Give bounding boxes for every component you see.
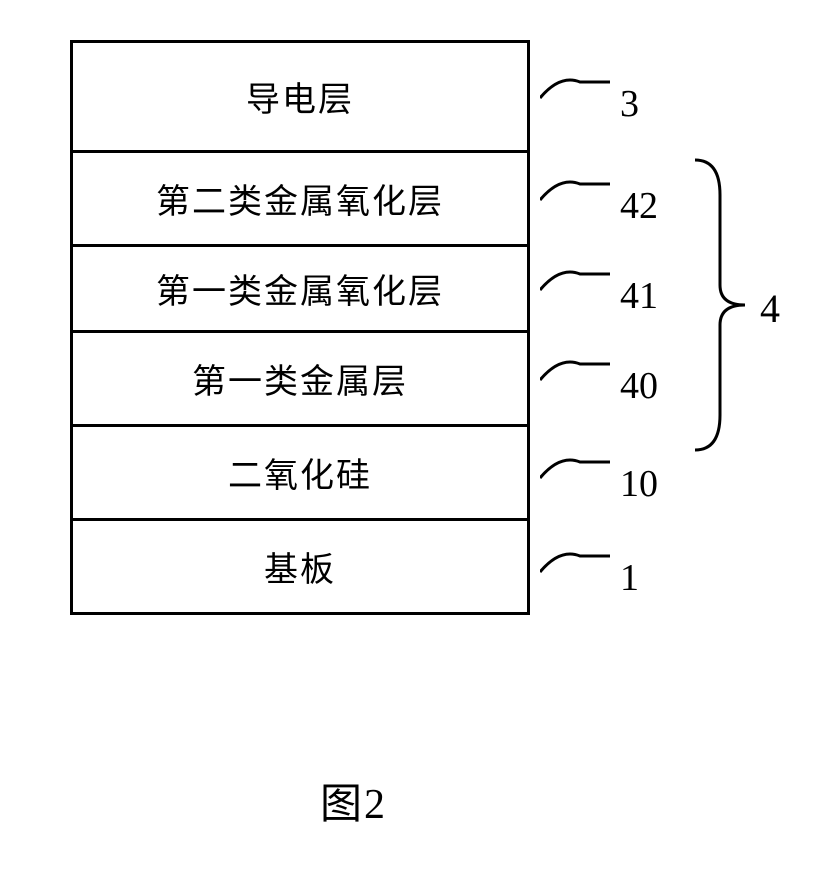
layer-stack: 导电层 第二类金属氧化层 第一类金属氧化层 第一类金属层 二氧化硅 基板: [70, 40, 530, 615]
ref-number: 42: [620, 184, 658, 228]
layer-metal-oxide-1: 第一类金属氧化层: [73, 247, 527, 333]
figure-caption: 图2: [320, 770, 387, 831]
layer-label: 第二类金属氧化层: [156, 174, 444, 223]
lead-line-icon: [540, 266, 610, 294]
lead-line-icon: [540, 356, 610, 384]
lead-line-icon: [540, 176, 610, 204]
layer-label: 第一类金属氧化层: [156, 264, 444, 313]
group-brace: [690, 155, 800, 455]
layer-metal-1: 第一类金属层: [73, 333, 527, 427]
layer-label: 基板: [264, 542, 336, 591]
ref-number: 1: [620, 556, 639, 600]
layer-label: 第一类金属层: [192, 354, 408, 403]
layer-label: 导电层: [246, 72, 354, 121]
ref-number: 41: [620, 274, 658, 318]
layer-metal-oxide-2: 第二类金属氧化层: [73, 153, 527, 247]
ref-number: 40: [620, 364, 658, 408]
ref-number: 10: [620, 462, 658, 506]
brace-icon: [690, 155, 750, 455]
group-ref-number: 4: [760, 285, 780, 332]
layer-substrate: 基板: [73, 521, 527, 615]
layer-conductive: 导电层: [73, 43, 527, 153]
lead-line-icon: [540, 74, 610, 102]
layer-sio2: 二氧化硅: [73, 427, 527, 521]
layer-label: 二氧化硅: [228, 448, 372, 497]
ref-number: 3: [620, 82, 639, 126]
lead-line-icon: [540, 454, 610, 482]
lead-line-icon: [540, 548, 610, 576]
